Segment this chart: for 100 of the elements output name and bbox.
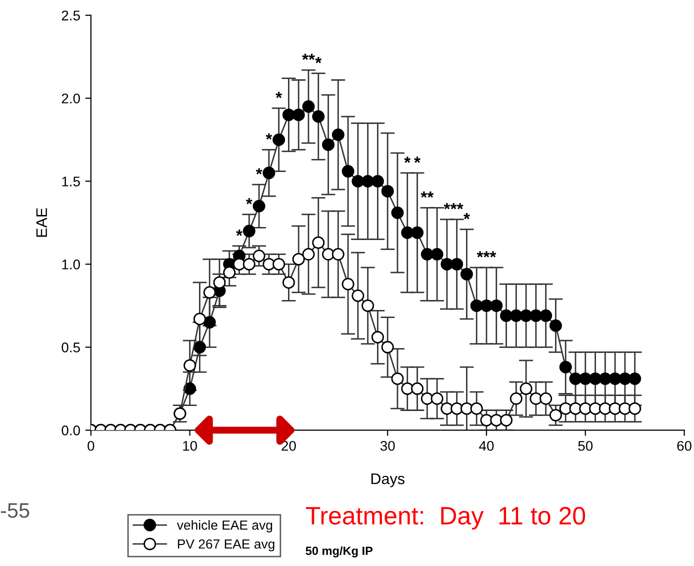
point — [193, 312, 206, 326]
point — [540, 392, 552, 405]
annotation: * — [236, 230, 242, 236]
x-tick-label: 40 — [479, 440, 494, 451]
point — [252, 200, 266, 212]
point — [332, 128, 344, 142]
point — [411, 226, 424, 239]
legend-label: vehicle EAE avg — [176, 520, 272, 532]
x-tick-label: 0 — [88, 440, 94, 451]
point — [500, 309, 513, 322]
y-axis-title: EAE — [36, 208, 47, 237]
point — [262, 166, 276, 180]
annotation: * — [315, 57, 322, 64]
annotation: * — [444, 203, 450, 210]
point — [203, 286, 216, 299]
point — [510, 392, 522, 405]
point — [272, 258, 286, 270]
point — [352, 174, 364, 188]
point — [430, 392, 444, 405]
point — [272, 133, 286, 146]
point — [381, 184, 394, 198]
point — [292, 252, 305, 266]
point — [608, 372, 622, 385]
point — [302, 248, 315, 260]
point — [618, 372, 632, 385]
annotation: * — [414, 156, 420, 163]
annotation: *** — [476, 251, 496, 258]
point — [598, 372, 612, 385]
point — [184, 382, 196, 395]
point — [371, 330, 384, 344]
point — [302, 100, 315, 113]
point — [440, 258, 454, 270]
point — [510, 309, 522, 322]
annotation: * — [276, 92, 282, 98]
point — [391, 372, 404, 385]
point — [460, 268, 473, 280]
point — [540, 309, 552, 322]
annotation: * — [256, 168, 262, 174]
annotation: * — [266, 133, 272, 140]
annotation: ** — [450, 203, 464, 210]
point — [282, 108, 295, 122]
annotation: ** — [420, 191, 434, 198]
x-tick-label: 30 — [380, 440, 395, 451]
text: Treatment: Day 11 to 20 — [306, 506, 586, 530]
point — [242, 224, 256, 238]
annotation: * — [246, 198, 252, 204]
x-tick-label: 10 — [183, 440, 197, 451]
point — [233, 258, 246, 270]
point — [213, 276, 226, 289]
point — [352, 289, 364, 302]
annotation: ** — [302, 54, 315, 60]
point — [420, 392, 434, 405]
point — [430, 248, 444, 260]
point — [312, 110, 325, 123]
point — [342, 278, 354, 290]
point — [332, 248, 344, 260]
point — [549, 319, 562, 332]
point — [569, 372, 582, 385]
annotation: * — [404, 156, 411, 163]
y-tick-label: 1.0 — [62, 260, 80, 270]
point — [490, 299, 503, 312]
point — [450, 258, 464, 270]
y-tick-label: 2.0 — [62, 94, 80, 104]
point — [262, 258, 276, 270]
point — [342, 165, 354, 178]
point — [559, 402, 572, 415]
point — [520, 309, 532, 322]
point — [460, 402, 473, 415]
y-tick-label: 2.5 — [62, 10, 80, 20]
text: 50 mg/Kg IP — [306, 546, 373, 558]
x-tick-label: 60 — [677, 440, 692, 451]
x-tick-label: 50 — [578, 440, 593, 451]
text: -55 — [0, 503, 30, 518]
legend-label: PV 267 EAE avg — [178, 539, 274, 552]
point — [322, 138, 335, 151]
point — [401, 382, 414, 395]
point — [242, 258, 256, 270]
point — [470, 402, 483, 415]
point — [628, 372, 642, 385]
annotation: * — [464, 213, 470, 220]
point — [371, 174, 384, 188]
point — [401, 226, 414, 239]
point — [579, 372, 592, 385]
point — [203, 316, 216, 329]
point — [223, 266, 236, 279]
point — [520, 382, 532, 395]
y-tick-label: 0.5 — [62, 342, 80, 352]
point — [589, 372, 602, 385]
y-tick-label: 0.0 — [62, 425, 80, 436]
point — [500, 414, 513, 426]
point — [391, 206, 404, 220]
point — [362, 299, 374, 312]
point — [362, 174, 374, 188]
point — [252, 250, 266, 262]
point — [470, 299, 483, 312]
point — [530, 309, 542, 322]
point — [549, 408, 562, 422]
point — [490, 414, 503, 426]
y-tick-label: 1.5 — [62, 176, 80, 186]
point — [559, 360, 572, 374]
